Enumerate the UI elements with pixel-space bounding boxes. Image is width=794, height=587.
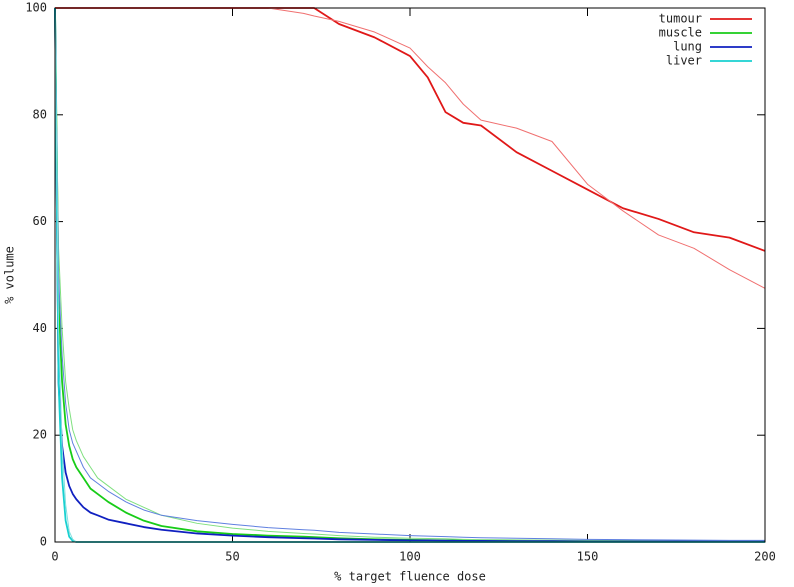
y-axis-label: % volume: [3, 246, 17, 304]
y-tick-label: 60: [33, 214, 47, 228]
y-tick-label: 0: [40, 535, 47, 549]
plot-border: [54, 7, 766, 543]
x-tick-label: 200: [754, 550, 776, 564]
legend-label: tumour: [659, 12, 702, 26]
data-line: [55, 7, 766, 289]
x-tick-label: 150: [577, 550, 599, 564]
x-axis-label: % target fluence dose: [334, 570, 486, 584]
x-tick-label: 0: [51, 550, 58, 564]
data-line: [54, 7, 765, 543]
legend-label: liver: [666, 54, 702, 68]
data-line: [54, 7, 765, 543]
legend-label: muscle: [659, 26, 702, 40]
data-line: [54, 7, 765, 541]
x-tick-label: 100: [399, 550, 421, 564]
y-tick-label: 40: [33, 321, 47, 335]
x-tick-label: 50: [225, 550, 239, 564]
data-line: [54, 7, 765, 543]
y-tick-label: 80: [33, 107, 47, 121]
data-line: [54, 7, 765, 542]
data-line: [55, 7, 766, 252]
y-tick-label: 20: [33, 428, 47, 442]
y-tick-label: 100: [25, 1, 47, 15]
data-line: [54, 7, 765, 543]
legend-label: lung: [673, 40, 702, 54]
